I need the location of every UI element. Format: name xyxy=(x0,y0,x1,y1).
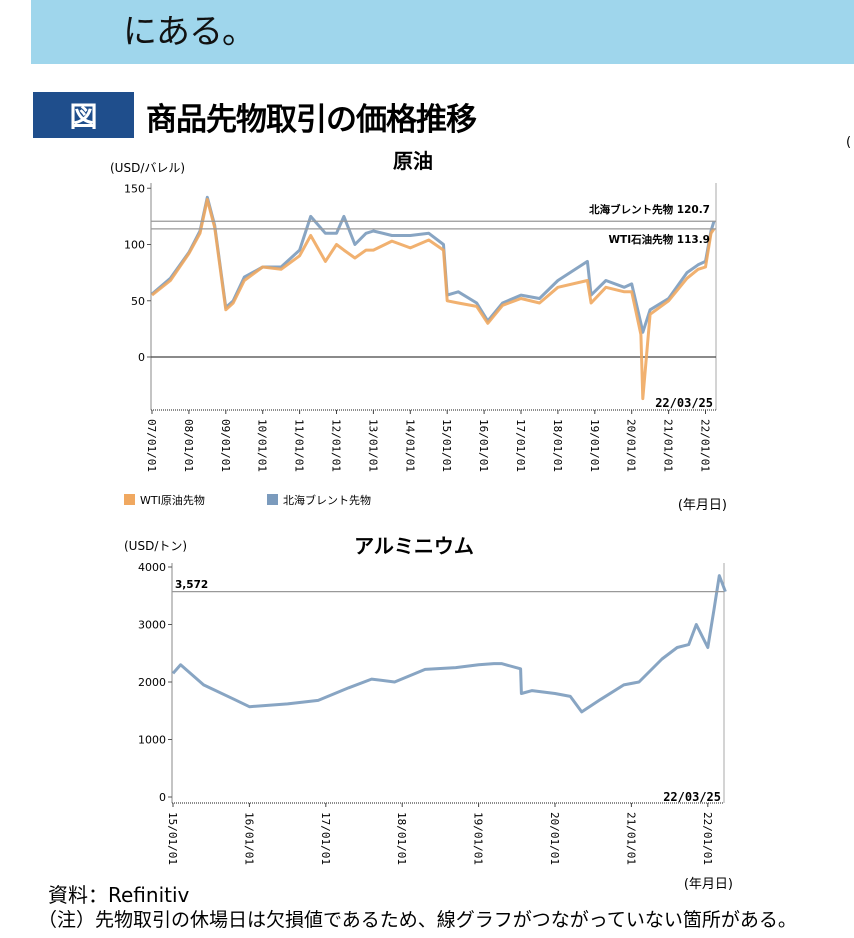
y-tick-label: 100 xyxy=(124,239,145,252)
reference-label: WTI石油先物 113.9 xyxy=(608,233,710,246)
clipped-text: ( xyxy=(846,135,852,150)
x-tick-label: 14/01/01 xyxy=(403,419,416,472)
aluminium-reference-line: 3,572 xyxy=(172,579,724,593)
figure-badge: 図 xyxy=(33,92,134,138)
oil-x-axis: 07/01/01 08/01/01 09/01/01 10/01/01 11/01/01… xyxy=(145,409,716,472)
x-tick-label: 19/01/01 xyxy=(472,812,485,865)
x-tick-label: 11/01/01 xyxy=(293,419,306,472)
x-tick-label: 13/01/01 xyxy=(366,419,379,472)
x-tick-label: 16/01/01 xyxy=(477,419,490,472)
source-note: 資料：Refinitiv xyxy=(48,883,190,907)
x-tick-label: 18/01/01 xyxy=(395,812,408,865)
figure-title: 商品先物取引の価格推移 xyxy=(146,102,477,138)
x-tick-label: 22/01/01 xyxy=(699,419,712,472)
oil-series xyxy=(151,195,716,401)
header-banner: にある。 xyxy=(31,0,854,64)
oil-end-date: 22/03/25 xyxy=(655,396,713,410)
aluminium-series xyxy=(171,574,727,714)
x-tick-label: 20/01/01 xyxy=(548,812,561,865)
series-line xyxy=(171,574,727,714)
x-tick-label: 07/01/01 xyxy=(145,419,158,472)
x-tick-label: 09/01/01 xyxy=(219,419,232,472)
x-tick-label: 08/01/01 xyxy=(182,419,195,472)
x-tick-label: 17/01/01 xyxy=(319,812,332,865)
y-tick-label: 4000 xyxy=(138,561,166,574)
y-tick-label: 1000 xyxy=(138,734,166,747)
y-tick-label: 3000 xyxy=(138,619,166,632)
series-line xyxy=(151,195,716,334)
oil-chart-title: 原油 xyxy=(393,149,433,173)
x-tick-label: 19/01/01 xyxy=(588,419,601,472)
x-tick-label: 15/01/01 xyxy=(166,812,179,865)
reference-label: 北海ブレント先物 120.7 xyxy=(589,203,710,216)
banner-text: にある。 xyxy=(123,12,256,52)
legend-label: 北海ブレント先物 xyxy=(283,493,371,507)
x-tick-label: 21/01/01 xyxy=(624,812,637,865)
aluminium-x-axis: 15/01/01 16/01/01 17/01/01 18/01/01 19/01/01… xyxy=(166,802,724,865)
x-tick-label: 15/01/01 xyxy=(440,419,453,472)
legend-swatch xyxy=(124,494,135,505)
y-tick-label: 0 xyxy=(138,351,145,364)
reference-label: 3,572 xyxy=(175,579,208,591)
x-tick-label: 20/01/01 xyxy=(625,419,638,472)
oil-x-unit: (年月日) xyxy=(678,498,727,513)
aluminium-chart: アルミニウム (USD/トン) 0 1000 2000 3000 4000 15/01/… xyxy=(124,534,733,892)
legend-label: WTI原油先物 xyxy=(140,493,205,507)
x-tick-label: 16/01/01 xyxy=(242,812,255,865)
aluminium-chart-title: アルミニウム xyxy=(354,534,474,558)
oil-y-unit: (USD/バレル) xyxy=(110,161,185,175)
oil-reference-lines: 北海ブレント先物 120.7 WTI石油先物 113.9 xyxy=(151,203,716,246)
x-tick-label: 22/01/01 xyxy=(701,812,714,865)
y-tick-label: 150 xyxy=(124,182,145,195)
y-tick-label: 2000 xyxy=(138,676,166,689)
aluminium-y-unit: (USD/トン) xyxy=(124,539,187,553)
x-tick-label: 21/01/01 xyxy=(662,419,675,472)
x-tick-label: 12/01/01 xyxy=(330,419,343,472)
y-tick-label: 0 xyxy=(159,791,166,804)
footnote: （注）先物取引の休場日は欠損値であるため、線グラフがつながっていない箇所がある。 xyxy=(38,909,797,931)
oil-legend: WTI原油先物 北海ブレント先物 xyxy=(124,493,371,507)
y-tick-label: 50 xyxy=(131,295,145,308)
aluminium-y-axis: 0 1000 2000 3000 4000 xyxy=(138,561,725,804)
aluminium-x-unit: (年月日) xyxy=(684,877,733,892)
x-tick-label: 10/01/01 xyxy=(256,419,269,472)
x-tick-label: 18/01/01 xyxy=(551,419,564,472)
series-line xyxy=(151,198,716,401)
x-tick-label: 17/01/01 xyxy=(514,419,527,472)
legend-swatch xyxy=(267,494,278,505)
aluminium-end-date: 22/03/25 xyxy=(663,790,721,804)
